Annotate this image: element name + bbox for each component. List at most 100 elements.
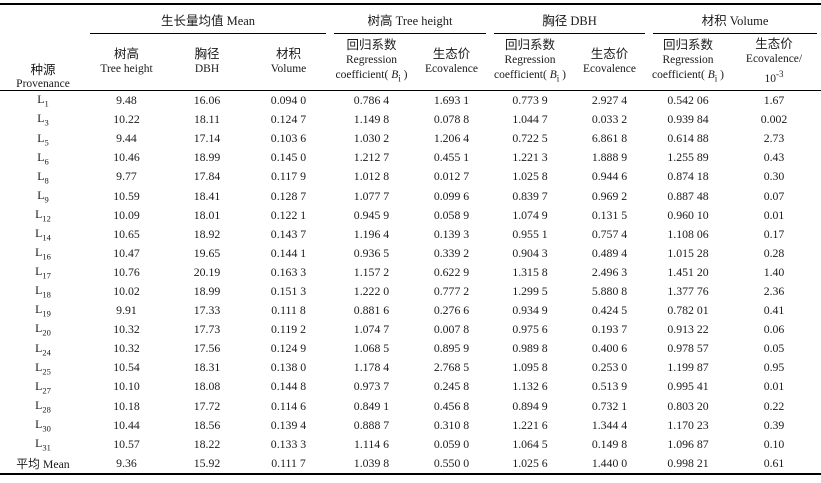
value-cell: 20.19: [193, 264, 221, 279]
value-cell: 0.30: [763, 169, 785, 184]
value-cell: 0.122 1: [270, 207, 307, 222]
value-cell: 1.221 3: [512, 150, 548, 165]
value-cell: 10.32: [113, 322, 140, 337]
provenance-label: L17: [35, 264, 51, 281]
value-cell: 2.927 4: [591, 93, 628, 108]
value-cell: 1.039 8: [353, 455, 390, 470]
value-cell: 0.887 48: [667, 188, 709, 203]
value-cell: 0.193 7: [591, 322, 628, 337]
group-header-tree-height: 树高 Tree height: [330, 4, 490, 34]
group-header-mean: 生长量均值 Mean: [86, 4, 330, 34]
value-cell: 10.22: [113, 112, 140, 127]
value-cell: 0.41: [763, 303, 785, 318]
value-cell: 0.757 4: [591, 226, 628, 241]
value-cell: 10.47: [113, 245, 140, 260]
provenance-label: L12: [35, 206, 51, 224]
subheader-dbh-ecovalence: 生态价 Ecovalence: [583, 47, 637, 75]
provenance-stability-table: 种源 Provenance 生长量均值 Mean 树高 Tree height …: [0, 3, 821, 475]
value-cell: 0.119 2: [271, 322, 306, 337]
table-row: L12 10.09 18.01 0.122 1 0.945 9 0.058 9 1.074 …: [0, 206, 821, 225]
value-cell: 18.01: [193, 207, 221, 222]
value-cell: 1.096 87: [667, 436, 709, 451]
group-header-dbh: 胸径 DBH: [490, 4, 649, 34]
value-cell: 0.95: [763, 360, 785, 375]
value-cell: 0.05: [763, 341, 785, 356]
table-row: L3 10.22 18.11 0.124 7 1.149 8 0.078 8 1.044 7…: [0, 110, 821, 129]
value-cell: 0.969 2: [591, 188, 628, 203]
value-cell: 0.139 3: [433, 226, 470, 241]
value-cell: 0.099 6: [433, 188, 470, 203]
provenance-label: L28: [35, 397, 51, 415]
value-cell: 1.077 7: [353, 188, 390, 203]
value-cell: 1.064 5: [512, 436, 548, 451]
value-cell: 10.57: [113, 436, 140, 451]
provenance-label: L20: [35, 321, 51, 338]
value-cell: 0.614 88: [667, 131, 709, 146]
value-cell: 1.114 6: [354, 436, 389, 451]
value-cell: 0.913 22: [667, 322, 709, 337]
value-cell: 0.978 57: [667, 341, 709, 356]
value-cell: 0.124 9: [270, 341, 307, 356]
value-cell: 0.138 0: [270, 360, 307, 375]
value-cell: 1.132 6: [512, 379, 548, 394]
value-cell: 10.44: [113, 417, 140, 432]
table-row: L14 10.65 18.92 0.143 7 1.196 4 0.139 3 0.955 …: [0, 225, 821, 244]
value-cell: 0.149 8: [591, 436, 628, 451]
value-cell: 0.245 8: [433, 379, 470, 394]
provenance-label: L14: [35, 226, 51, 243]
value-cell: 0.143 7: [270, 226, 307, 241]
value-cell: 10.32: [113, 341, 140, 356]
provenance-label: L25: [35, 359, 51, 377]
table-row: L24 10.32 17.56 0.124 9 1.068 5 0.895 9 0.989 …: [0, 339, 821, 358]
value-cell: 1.170 23: [667, 417, 709, 432]
value-cell: 17.84: [193, 169, 221, 184]
value-cell: 1.693 1: [433, 93, 470, 108]
value-cell: 1.015 28: [667, 245, 709, 260]
table-row: L5 9.44 17.14 0.103 6 1.030 2 1.206 4 0.722 5 6…: [0, 129, 821, 148]
value-cell: 0.39: [763, 417, 785, 432]
value-cell: 1.044 7: [512, 112, 548, 127]
provenance-label: L30: [35, 416, 51, 434]
value-cell: 18.08: [193, 379, 221, 394]
value-cell: 2.73: [763, 131, 785, 146]
value-cell: 0.114 6: [271, 398, 306, 413]
value-cell: 0.777 2: [433, 283, 470, 298]
sub-header-row: 树高 Tree height 胸径 DBH 材积 Volume 回归系数 Reg…: [0, 34, 821, 91]
group-header-row: 种源 Provenance 生长量均值 Mean 树高 Tree height …: [0, 4, 821, 90]
value-cell: 1.344 4: [591, 417, 628, 432]
value-cell: 10.59: [113, 188, 140, 203]
value-cell: 0.960 10: [667, 207, 709, 222]
value-cell: 0.111 7: [271, 455, 306, 470]
table-row: L20 10.32 17.73 0.119 2 1.074 7 0.007 8 0.975 …: [0, 320, 821, 339]
value-cell: 1.67: [763, 93, 785, 108]
value-cell: 10.65: [113, 226, 140, 241]
value-cell: 0.002: [760, 112, 788, 127]
value-cell: 1.221 6: [512, 417, 548, 432]
value-cell: 0.998 21: [667, 455, 709, 470]
value-cell: 0.456 8: [433, 398, 470, 413]
value-cell: 0.61: [763, 455, 785, 470]
subheader-th-regcoef: 回归系数 Regression coefficient( Bi ): [335, 37, 408, 84]
provenance-label: L8: [37, 168, 49, 186]
value-cell: 1.206 4: [433, 131, 470, 146]
table-row: L25 10.54 18.31 0.138 0 1.178 4 2.768 5 1.095 …: [0, 358, 821, 377]
value-cell: 0.975 6: [512, 322, 548, 337]
value-cell: 10.09: [113, 207, 140, 222]
provenance-label: L18: [35, 283, 51, 300]
value-cell: 10.76: [113, 264, 140, 279]
value-cell: 1.196 4: [353, 226, 390, 241]
provenance-column-header: 种源 Provenance: [0, 4, 86, 91]
value-cell: 0.078 8: [433, 112, 470, 127]
table-row: 平均 Mean 9.36 15.92 0.111 7 1.039 8 0.550 0 1.0…: [0, 454, 821, 474]
value-cell: 10.18: [113, 398, 140, 413]
value-cell: 0.01: [763, 207, 785, 222]
table-row: L1 9.48 16.06 0.094 0 0.786 4 1.693 1 0.773 9 2…: [0, 91, 821, 111]
value-cell: 18.56: [193, 417, 221, 432]
table-row: L17 10.76 20.19 0.163 3 1.157 2 0.622 9 1.315 …: [0, 263, 821, 282]
value-cell: 2.36: [763, 283, 785, 298]
subheader-mean-volume: 材积 Volume: [270, 47, 307, 75]
table-row: L31 10.57 18.22 0.133 3 1.114 6 0.059 0 1.064 …: [0, 435, 821, 454]
provenance-label: L3: [37, 111, 49, 128]
value-cell: 6.861 8: [591, 131, 628, 146]
